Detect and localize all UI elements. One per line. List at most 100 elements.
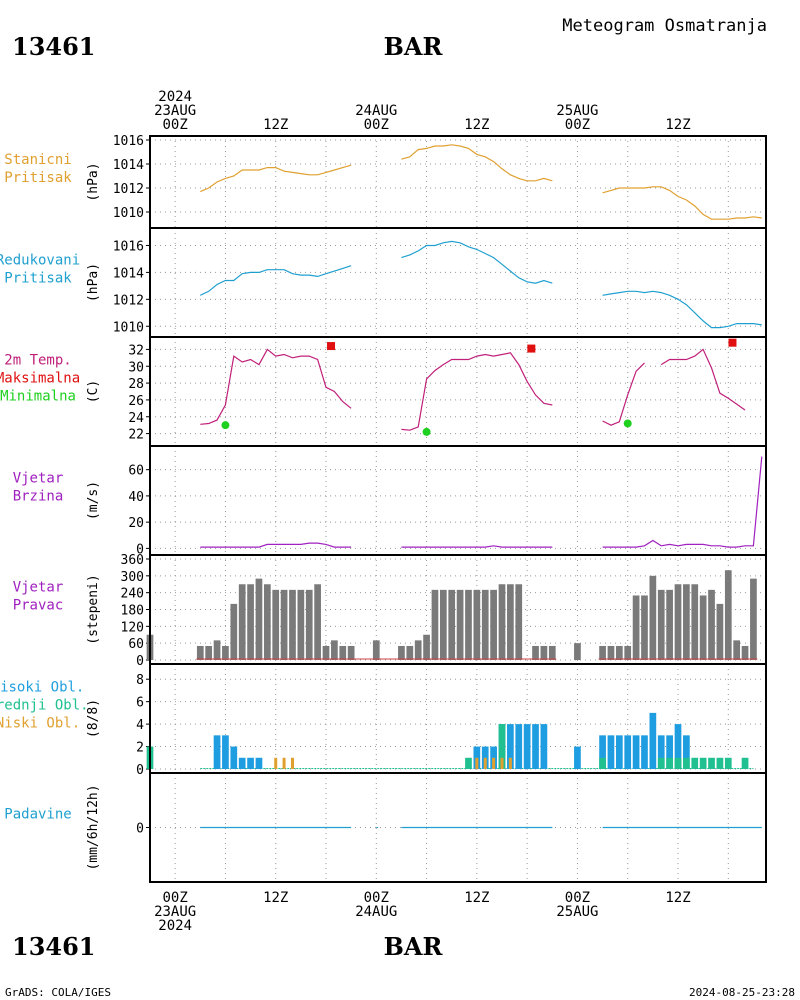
- time-label-top: 12Z: [464, 117, 489, 133]
- wind-direction-bar: [515, 584, 523, 660]
- y-tick-label: 32: [128, 343, 144, 358]
- min-temp-marker: [221, 421, 230, 430]
- cloud-cover-bar: [222, 735, 229, 769]
- wind-direction-bar: [272, 589, 280, 660]
- panel-label: Minimalna: [0, 389, 76, 405]
- wind-direction-bar: [699, 595, 707, 660]
- cloud-cover-bar: [632, 735, 640, 769]
- cloud-cover-bar: [699, 757, 707, 769]
- cloud-cover-bar: [483, 757, 487, 769]
- wind-direction-bar: [498, 584, 506, 660]
- cloud-cover-bar: [475, 757, 479, 769]
- wind-direction-bar: [322, 645, 330, 660]
- cloud-cover-bar: [674, 757, 682, 769]
- wind-direction-bar: [532, 645, 539, 660]
- cloud-cover-bar: [532, 724, 539, 769]
- time-label-bottom: 23AUG: [154, 904, 196, 920]
- series-line: [200, 348, 352, 425]
- wind-direction-bar: [297, 589, 305, 660]
- series-line: [200, 542, 352, 548]
- wind-direction-bar: [280, 589, 288, 660]
- y-tick-label: 1014: [113, 158, 144, 173]
- time-label-top: 12Z: [263, 117, 288, 133]
- wind-direction-bar: [289, 589, 296, 660]
- wind-direction-bar: [674, 584, 682, 660]
- panel-unit-label: (mm/6h/12h): [86, 784, 101, 870]
- y-tick-label: 22: [128, 428, 144, 443]
- series-line: [602, 186, 762, 220]
- cloud-cover-bar: [515, 724, 523, 769]
- panel-frame: [149, 445, 767, 556]
- max-temp-marker: [728, 338, 737, 347]
- cloud-cover-bar: [657, 735, 665, 769]
- wind-direction-bar: [574, 643, 581, 660]
- wind-direction-bar: [490, 589, 497, 660]
- wind-direction-bar: [439, 589, 447, 660]
- panel-label: Srednji Obl.: [0, 698, 89, 714]
- cloud-cover-bar: [540, 724, 548, 769]
- cloud-cover-bar: [498, 724, 506, 769]
- time-label-bottom: 12Z: [665, 890, 690, 906]
- series-line: [200, 164, 352, 193]
- wind-direction-bar: [666, 589, 673, 660]
- cloud-cover-bar: [574, 746, 581, 769]
- wind-direction-bar: [724, 570, 732, 660]
- y-tick-label: 60: [128, 464, 144, 479]
- cloud-cover-bar: [599, 735, 606, 769]
- cloud-cover-bar: [290, 757, 294, 769]
- wind-direction-bar: [314, 584, 321, 660]
- wind-direction-bar: [540, 645, 548, 660]
- panel-unit-label: (hPa): [86, 162, 101, 201]
- y-tick-label: 1014: [113, 266, 144, 281]
- panel-frame: [149, 227, 767, 338]
- cloud-cover-bar: [649, 712, 657, 769]
- wind-direction-bar: [683, 584, 690, 660]
- wind-direction-bar: [615, 645, 623, 660]
- cloud-cover-bar: [657, 757, 665, 769]
- wind-direction-bar: [255, 578, 263, 660]
- cloud-cover-bar: [683, 757, 690, 769]
- y-tick-label: 26: [128, 394, 144, 409]
- y-tick-label: 24: [128, 411, 144, 426]
- wind-direction-bar: [481, 589, 489, 660]
- wind-direction-bar: [347, 645, 355, 660]
- series-line: [602, 290, 762, 329]
- cloud-cover-bar: [230, 746, 238, 769]
- cloud-cover-bar: [674, 724, 682, 769]
- series-line: [660, 348, 746, 411]
- series-line: [602, 362, 645, 426]
- wind-direction-bar: [406, 645, 414, 660]
- wind-direction-bar: [247, 584, 254, 660]
- wind-direction-bar: [708, 589, 715, 660]
- min-temp-marker: [623, 419, 632, 428]
- y-tick-label: 180: [121, 604, 144, 619]
- y-tick-label: 28: [128, 377, 144, 392]
- y-tick-label: 1012: [113, 293, 144, 308]
- panel-label: Pritisak: [4, 170, 72, 186]
- wind-direction-bar: [607, 645, 615, 660]
- cloud-cover-bar: [607, 735, 615, 769]
- wind-direction-bar: [750, 578, 757, 660]
- y-tick-label: 300: [121, 570, 144, 585]
- station-id: 13461: [12, 32, 96, 61]
- panel-label: Pravac: [13, 598, 64, 614]
- wind-direction-bar: [641, 595, 648, 660]
- cloud-cover-bar: [282, 757, 286, 769]
- time-label-bottom: 25AUG: [556, 904, 598, 920]
- time-label-bottom: 00Z: [565, 890, 590, 906]
- y-tick-label: 1010: [113, 206, 144, 221]
- cloud-cover-bar: [508, 757, 512, 769]
- time-label-bottom: 00Z: [162, 890, 187, 906]
- series-line: [401, 545, 553, 548]
- meteogram-title: Meteogram Osmatranja: [562, 16, 767, 36]
- cloud-cover-bar: [492, 757, 496, 769]
- wind-direction-bar: [691, 584, 699, 660]
- y-tick-label: 0: [136, 542, 144, 557]
- station-name: BAR: [384, 32, 444, 61]
- panel-frame: [149, 663, 767, 774]
- panel-unit-label: (8/8): [86, 699, 101, 738]
- y-tick-label: 240: [121, 587, 144, 602]
- series-line: [401, 144, 553, 182]
- y-tick-label: 8: [136, 673, 144, 688]
